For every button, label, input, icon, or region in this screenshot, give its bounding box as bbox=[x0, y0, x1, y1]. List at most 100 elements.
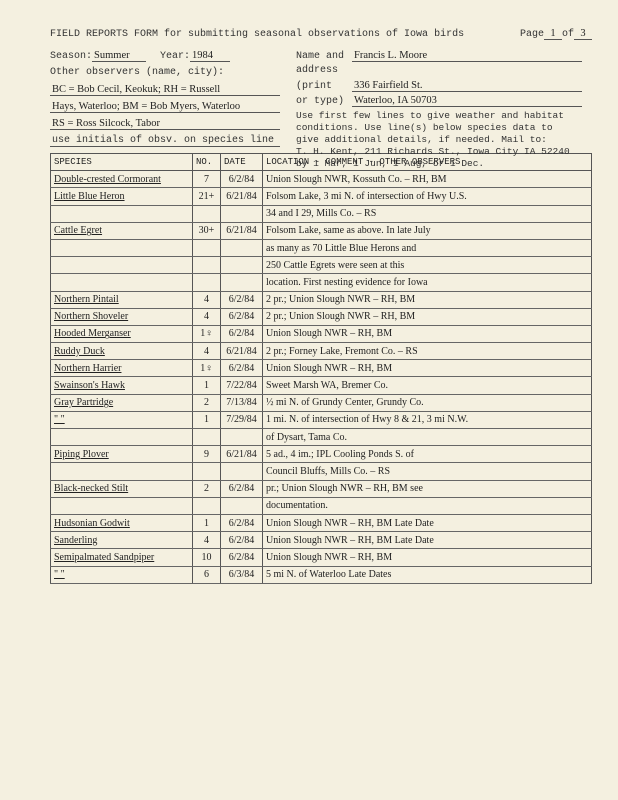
cell-dt: 7/22/84 bbox=[221, 377, 263, 394]
left-header: Season: Summer Year: 1984 Other observer… bbox=[50, 50, 290, 149]
cell-sp: Black-necked Stilt bbox=[51, 480, 193, 497]
cell-dt: 6/3/84 bbox=[221, 566, 263, 583]
season-label: Season: bbox=[50, 51, 92, 62]
cell-dt bbox=[221, 429, 263, 446]
cell-dt: 6/2/84 bbox=[221, 532, 263, 549]
cell-sp: Swainson's Hawk bbox=[51, 377, 193, 394]
table-row: Little Blue Heron21+6/21/84Folsom Lake, … bbox=[51, 188, 592, 205]
table-row: Double-crested Cormorant76/2/84Union Slo… bbox=[51, 171, 592, 188]
cell-loc: as many as 70 Little Blue Herons and bbox=[263, 239, 592, 256]
cell-dt bbox=[221, 257, 263, 274]
cell-sp bbox=[51, 274, 193, 291]
table-row: Piping Plover96/21/845 ad., 4 im.; IPL C… bbox=[51, 446, 592, 463]
cell-dt: 6/21/84 bbox=[221, 222, 263, 239]
cell-loc: ½ mi N. of Grundy Center, Grundy Co. bbox=[263, 394, 592, 411]
table-row: Hudsonian Godwit16/2/84Union Slough NWR … bbox=[51, 514, 592, 531]
cell-loc: Union Slough NWR – RH, BM bbox=[263, 360, 592, 377]
observers-line-2: Hays, Waterloo; BM = Bob Myers, Waterloo bbox=[50, 101, 280, 113]
cell-dt: 6/21/84 bbox=[221, 188, 263, 205]
cell-no bbox=[193, 429, 221, 446]
address-label: address bbox=[296, 65, 352, 76]
table-row: Swainson's Hawk17/22/84Sweet Marsh WA, B… bbox=[51, 377, 592, 394]
table-row: Hooded Merganser1♀6/2/84Union Slough NWR… bbox=[51, 325, 592, 342]
col-species: SPECIES bbox=[51, 154, 193, 171]
page-total: 3 bbox=[574, 28, 592, 40]
cell-loc: 2 pr.; Union Slough NWR – RH, BM bbox=[263, 308, 592, 325]
cell-no bbox=[193, 274, 221, 291]
form-title: FIELD REPORTS FORM for submitting season… bbox=[50, 29, 464, 40]
cell-no: 2 bbox=[193, 394, 221, 411]
instructions: Use first few lines to give weather and … bbox=[296, 110, 596, 169]
cell-loc: pr.; Union Slough NWR – RH, BM see bbox=[263, 480, 592, 497]
cell-no bbox=[193, 205, 221, 222]
name-address-block: Name and Francis L. Moore address (print… bbox=[296, 50, 596, 169]
cell-no: 1 bbox=[193, 377, 221, 394]
cell-no: 7 bbox=[193, 171, 221, 188]
cell-sp: Semipalmated Sandpiper bbox=[51, 549, 193, 566]
instr-line: conditions. Use line(s) below species da… bbox=[296, 122, 596, 134]
cell-sp bbox=[51, 257, 193, 274]
cell-loc: 5 ad., 4 im.; IPL Cooling Ponds S. of bbox=[263, 446, 592, 463]
instr-line: Use first few lines to give weather and … bbox=[296, 110, 596, 122]
table-row: 34 and I 29, Mills Co. – RS bbox=[51, 205, 592, 222]
cell-dt bbox=[221, 463, 263, 480]
season-value: Summer bbox=[92, 50, 146, 62]
year-label: Year: bbox=[160, 51, 190, 62]
cell-loc: Union Slough NWR, Kossuth Co. – RH, BM bbox=[263, 171, 592, 188]
table-row: Ruddy Duck46/21/842 pr.; Forney Lake, Fr… bbox=[51, 343, 592, 360]
cell-sp: Sanderling bbox=[51, 532, 193, 549]
address-line-1: 336 Fairfield St. bbox=[352, 80, 582, 92]
cell-dt bbox=[221, 239, 263, 256]
cell-no: 9 bbox=[193, 446, 221, 463]
cell-no: 1♀ bbox=[193, 360, 221, 377]
table-row: Sanderling46/2/84Union Slough NWR – RH, … bbox=[51, 532, 592, 549]
cell-sp bbox=[51, 429, 193, 446]
header: FIELD REPORTS FORM for submitting season… bbox=[50, 28, 592, 149]
cell-no: 1 bbox=[193, 411, 221, 428]
cell-dt: 6/2/84 bbox=[221, 480, 263, 497]
cell-sp: Little Blue Heron bbox=[51, 188, 193, 205]
address-line-2: Waterloo, IA 50703 bbox=[352, 95, 582, 107]
cell-loc: Union Slough NWR – RH, BM bbox=[263, 549, 592, 566]
initials-note: use initials of obsv. on species line bbox=[50, 135, 280, 147]
cell-loc: location. First nesting evidence for Iow… bbox=[263, 274, 592, 291]
cell-no: 6 bbox=[193, 566, 221, 583]
cell-loc: Folsom Lake, 3 mi N. of intersection of … bbox=[263, 188, 592, 205]
table-row: Black-necked Stilt26/2/84pr.; Union Slou… bbox=[51, 480, 592, 497]
cell-no: 2 bbox=[193, 480, 221, 497]
species-table: SPECIES NO. DATE LOCATION - COMMENT - OT… bbox=[50, 153, 592, 584]
cell-sp bbox=[51, 463, 193, 480]
name-label: Name and bbox=[296, 51, 352, 62]
table-row: Cattle Egret30+6/21/84Folsom Lake, same … bbox=[51, 222, 592, 239]
table-row: as many as 70 Little Blue Herons and bbox=[51, 239, 592, 256]
observers-line-3: RS = Ross Silcock, Tabor bbox=[50, 118, 280, 130]
cell-sp: Northern Harrier bbox=[51, 360, 193, 377]
instr-line: give additional details, if needed. Mail… bbox=[296, 134, 596, 146]
cell-loc: Union Slough NWR – RH, BM bbox=[263, 325, 592, 342]
cell-dt: 6/2/84 bbox=[221, 360, 263, 377]
cell-sp: " " bbox=[51, 411, 193, 428]
cell-no: 21+ bbox=[193, 188, 221, 205]
table-row: Northern Harrier1♀6/2/84Union Slough NWR… bbox=[51, 360, 592, 377]
cell-loc: 250 Cattle Egrets were seen at this bbox=[263, 257, 592, 274]
cell-sp: Cattle Egret bbox=[51, 222, 193, 239]
instr-line: by 1 Mar, 1 Jun, 1 Aug, or 1 Dec. bbox=[296, 158, 596, 170]
cell-no: 4 bbox=[193, 343, 221, 360]
cell-sp: Piping Plover bbox=[51, 446, 193, 463]
cell-no: 4 bbox=[193, 291, 221, 308]
ortype-label: or type) bbox=[296, 96, 352, 107]
cell-dt: 6/21/84 bbox=[221, 446, 263, 463]
cell-sp: Northern Pintail bbox=[51, 291, 193, 308]
cell-sp: Northern Shoveler bbox=[51, 308, 193, 325]
print-label: (print bbox=[296, 81, 352, 92]
page-number: 1 bbox=[544, 28, 562, 40]
cell-loc: 1 mi. N. of intersection of Hwy 8 & 21, … bbox=[263, 411, 592, 428]
cell-dt: 6/2/84 bbox=[221, 308, 263, 325]
table-row: " "66/3/845 mi N. of Waterloo Late Dates bbox=[51, 566, 592, 583]
table-row: 250 Cattle Egrets were seen at this bbox=[51, 257, 592, 274]
cell-no: 1 bbox=[193, 514, 221, 531]
cell-loc: Folsom Lake, same as above. In late July bbox=[263, 222, 592, 239]
cell-sp bbox=[51, 205, 193, 222]
cell-dt bbox=[221, 274, 263, 291]
table-row: Council Bluffs, Mills Co. – RS bbox=[51, 463, 592, 480]
